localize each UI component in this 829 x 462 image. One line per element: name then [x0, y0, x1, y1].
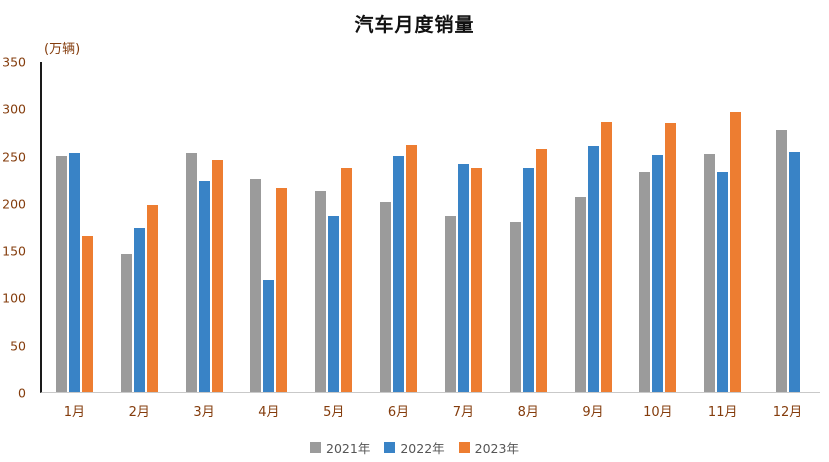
bar-2022年 [717, 172, 729, 392]
bar-2021年 [120, 254, 132, 392]
y-axis-tick-label: 100 [2, 290, 26, 306]
bar-group: 3月 [172, 62, 237, 420]
legend-item: 2022年 [384, 438, 445, 457]
bar-2022年 [328, 215, 340, 392]
bar-2022年 [587, 145, 599, 392]
legend-label: 2022年 [400, 441, 445, 456]
x-axis-label: 9月 [582, 405, 604, 420]
bar-2022年 [393, 156, 405, 392]
bar-group: 2月 [107, 62, 172, 420]
y-axis-tick-label: 350 [2, 54, 26, 70]
chart-title: 汽车月度销量 [354, 14, 475, 36]
bar-2022年 [652, 155, 664, 392]
bar-2021年 [704, 154, 716, 392]
bar-2023年 [470, 167, 482, 392]
bar-group: 12月 [755, 62, 820, 420]
x-axis-label: 11月 [707, 405, 738, 420]
bar-group: 9月 [561, 62, 626, 420]
bar-2023年 [81, 236, 93, 392]
bar-2022年 [198, 180, 210, 392]
x-axis-label: 3月 [193, 405, 215, 420]
bar-2022年 [263, 279, 275, 392]
bar-2022年 [522, 167, 534, 392]
x-axis-label: 7月 [452, 405, 475, 420]
legend-label: 2021年 [326, 441, 371, 456]
legend-swatch [384, 442, 396, 453]
x-axis-label: 8月 [517, 405, 539, 420]
bar-2023年 [276, 188, 288, 392]
y-axis-unit-label: (万辆) [44, 42, 81, 57]
x-axis-label: 12月 [772, 405, 803, 420]
bar-2022年 [68, 153, 80, 392]
plot-area: 1月 2月 3月 4月 5月 6月 7月 8月 9月 10月 11月 12月 [40, 62, 820, 420]
bar-2021年 [55, 156, 67, 392]
bar-group: 4月 [236, 62, 301, 420]
legend-item: 2023年 [458, 438, 519, 457]
y-axis-tick-label: 0 [18, 385, 26, 401]
bar-2023年 [600, 122, 612, 392]
bar-2021年 [380, 201, 392, 392]
legend: 2021年 2022年 2023年 [0, 438, 829, 457]
bar-group: 5月 [301, 62, 366, 420]
x-axis-label: 6月 [387, 405, 410, 420]
legend-item: 2021年 [310, 438, 370, 457]
bar-group: 1月 [42, 62, 107, 420]
bar-group: 11月 [690, 62, 755, 420]
bar-2022年 [788, 151, 800, 392]
bar-2021年 [185, 153, 197, 392]
bar-2021年 [509, 222, 521, 392]
bar-group: 7月 [431, 62, 496, 420]
y-axis-tick-label: 300 [2, 101, 26, 117]
bar-2023年 [211, 160, 223, 392]
bar-2022年 [133, 227, 145, 392]
bar-2023年 [146, 205, 158, 392]
x-axis-label: 10月 [643, 405, 673, 420]
bar-groups: 1月 2月 3月 4月 5月 6月 7月 8月 9月 10月 11月 12月 [42, 62, 820, 420]
bar-2022年 [457, 163, 469, 392]
bar-2023年 [665, 123, 677, 392]
bar-2021年 [775, 129, 787, 392]
y-axis-tick-label: 200 [2, 196, 26, 212]
x-axis-label: 4月 [258, 405, 280, 420]
bar-2021年 [639, 172, 651, 392]
bar-group: 6月 [366, 62, 431, 420]
y-axis-tick-label: 50 [10, 338, 26, 354]
legend-label: 2023年 [474, 441, 519, 456]
bar-2023年 [535, 148, 547, 392]
bar-2023年 [406, 144, 418, 392]
bar-group: 8月 [496, 62, 561, 420]
y-axis-tick-label: 150 [2, 243, 26, 259]
bar-2021年 [444, 215, 456, 392]
y-axis-tick-label: 250 [2, 149, 26, 165]
x-axis-label: 5月 [323, 405, 345, 420]
y-axis: 0 50 100 150 200 250 300 350 [0, 55, 34, 401]
bar-2021年 [315, 191, 327, 392]
legend-swatch [458, 442, 470, 453]
x-axis-label: 1月 [63, 405, 86, 420]
legend-swatch [310, 442, 322, 453]
bar-2023年 [730, 111, 742, 392]
x-axis-label: 2月 [128, 405, 150, 420]
bar-2023年 [341, 167, 353, 392]
bar-group: 10月 [625, 62, 690, 420]
bar-2021年 [574, 196, 586, 392]
bar-2021年 [250, 178, 262, 392]
